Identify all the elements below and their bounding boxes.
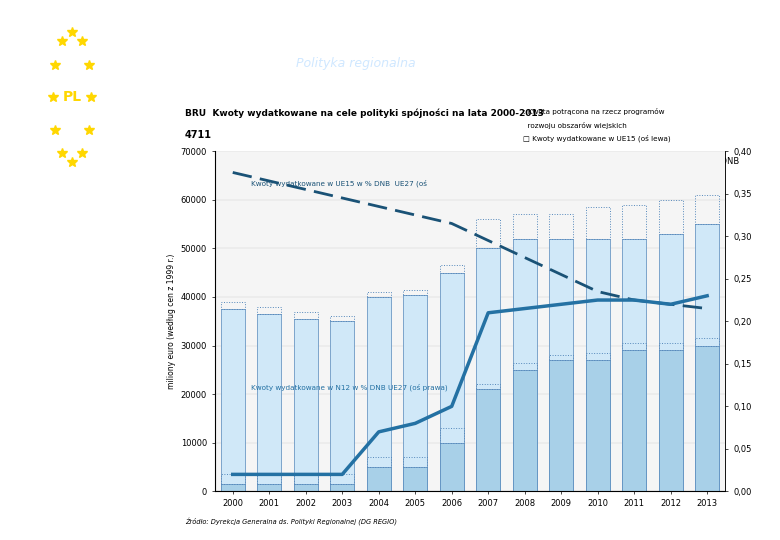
Bar — [512, 214, 537, 239]
Bar — [512, 363, 537, 370]
Bar — [331, 484, 354, 491]
Bar — [622, 205, 646, 239]
Bar — [403, 295, 427, 491]
Bar — [331, 474, 354, 484]
Text: KOMISJA EUROPEJSKA: KOMISJA EUROPEJSKA — [296, 18, 518, 36]
Bar — [221, 474, 245, 484]
Bar — [622, 343, 646, 350]
Text: Trzeci: Trzeci — [46, 222, 114, 242]
Bar — [549, 355, 573, 360]
Bar — [659, 200, 682, 234]
Bar — [549, 239, 573, 491]
Bar — [695, 195, 719, 224]
Text: PL: PL — [62, 90, 82, 104]
Bar — [695, 338, 719, 346]
Bar — [622, 350, 646, 491]
Bar — [440, 443, 463, 491]
Text: Kwoty wydatkowane w UE15 w % DNB  UE27 (oś: Kwoty wydatkowane w UE15 w % DNB UE27 (o… — [251, 179, 427, 187]
Text: jako % DNB: jako % DNB — [690, 157, 739, 166]
Bar — [440, 428, 463, 443]
Bar — [331, 316, 354, 321]
Bar — [221, 302, 245, 309]
Bar — [294, 484, 317, 491]
Bar — [403, 467, 427, 491]
Bar — [294, 319, 317, 491]
Bar — [477, 384, 500, 389]
Bar — [257, 484, 281, 491]
Bar — [331, 321, 354, 491]
Bar — [512, 370, 537, 491]
Bar — [549, 214, 573, 239]
Bar — [586, 207, 609, 239]
Bar — [659, 350, 682, 491]
Text: Polityka regionalna: Polityka regionalna — [296, 57, 416, 70]
Text: 4711: 4711 — [185, 131, 211, 140]
Bar — [367, 457, 391, 467]
Text: □ Kwoty wydatkowane w N12 (oś lewa): □ Kwoty wydatkowane w N12 (oś lewa) — [523, 157, 666, 165]
Bar — [403, 457, 427, 467]
Bar — [294, 312, 317, 319]
Bar — [257, 314, 281, 491]
Bar — [367, 467, 391, 491]
Text: Grudzień 2004: Grudzień 2004 — [638, 21, 730, 33]
Bar — [659, 234, 682, 491]
Bar — [477, 389, 500, 491]
Bar — [586, 239, 609, 491]
Text: 6: 6 — [27, 511, 37, 526]
Bar — [549, 360, 573, 491]
Text: □ Kwoty wydatkowane w UE15 (oś lewa): □ Kwoty wydatkowane w UE15 (oś lewa) — [523, 135, 670, 143]
Text: BRU  Kwoty wydatkowane na cele polityki spójności na lata 2000-2013: BRU Kwoty wydatkowane na cele polityki s… — [185, 108, 544, 118]
Bar — [586, 360, 609, 491]
Text: raport na: raport na — [25, 265, 135, 286]
Bar — [586, 353, 609, 360]
Bar — [695, 224, 719, 491]
Y-axis label: miliony euro (według cen z 1999 r.): miliony euro (według cen z 1999 r.) — [168, 254, 176, 389]
Bar — [294, 474, 317, 484]
Bar — [622, 239, 646, 491]
Text: Źródło: Dyrekcja Generalna ds. Polityki Regionalnej (DG REGIO): Źródło: Dyrekcja Generalna ds. Polityki … — [185, 518, 397, 526]
Bar — [403, 289, 427, 295]
Text: spójności: spójności — [25, 340, 135, 362]
Text: PL: PL — [747, 57, 761, 70]
Bar — [440, 273, 463, 491]
Bar — [221, 484, 245, 491]
Bar — [440, 265, 463, 273]
Bar — [367, 297, 391, 491]
Bar — [257, 474, 281, 484]
Bar — [367, 292, 391, 297]
Bar — [695, 346, 719, 491]
Bar — [477, 248, 500, 491]
Bar — [257, 307, 281, 314]
Bar — [659, 343, 682, 350]
Bar — [221, 309, 245, 491]
Text: Kwoty wydatkowane w N12 w % DNB UE27 (oś prawa): Kwoty wydatkowane w N12 w % DNB UE27 (oś… — [251, 383, 448, 391]
Bar — [512, 239, 537, 491]
Bar — [477, 219, 500, 248]
Text: temat: temat — [45, 303, 115, 323]
Text: : Kwota potrącona na rzecz programów: : Kwota potrącona na rzecz programów — [523, 108, 664, 115]
Text: rozwoju obszarów wiejskich: rozwoju obszarów wiejskich — [523, 122, 626, 129]
